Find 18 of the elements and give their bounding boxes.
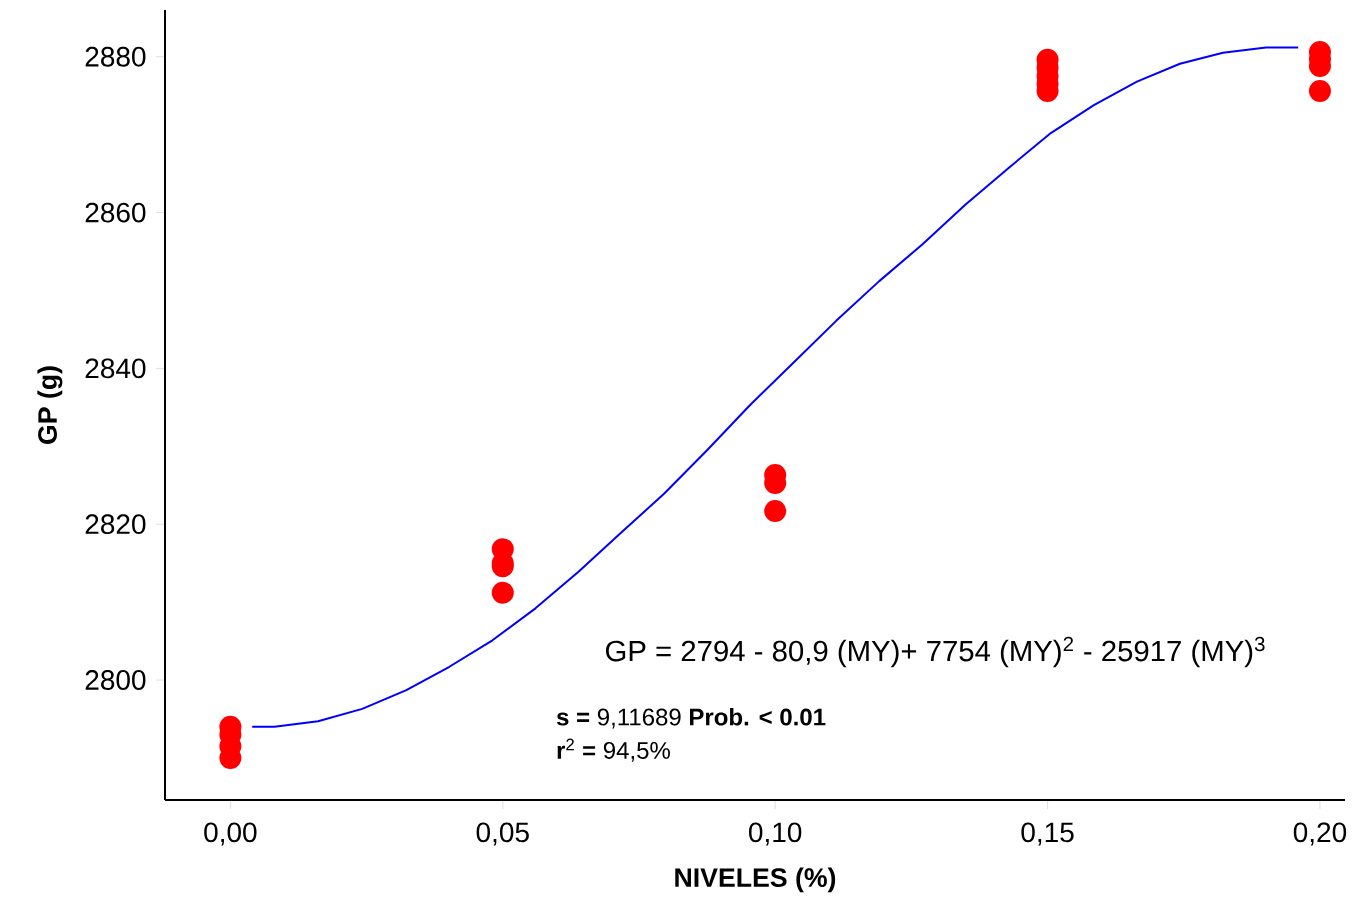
point xyxy=(764,499,787,522)
x-tick-label: 0,15 xyxy=(1021,822,1074,846)
x-tick-label: 0,20 xyxy=(1293,822,1347,846)
y-axis-title: GP (g) xyxy=(37,366,63,444)
point xyxy=(491,581,514,604)
x-tick-label: 0,10 xyxy=(749,822,802,846)
line-series xyxy=(251,46,1300,728)
y-tick-label: 2840 xyxy=(85,358,146,379)
y-tick-label: 2880 xyxy=(85,46,146,67)
x-tick-label: 0,05 xyxy=(476,822,529,846)
y-tick-label: 2820 xyxy=(85,514,146,535)
y-tick-label: 2800 xyxy=(85,670,146,690)
annotation: s = 9,11689 Prob. < 0.01 xyxy=(556,707,826,729)
annotation: r$^{2}$ = 94,5% xyxy=(557,738,670,762)
x-tick-label: 0,00 xyxy=(204,822,257,846)
annotation: GP = 2794 - 80,9 (MY)+ 7754 (MY)$^{2}$ - 25917 (MY)$^{3}$ xyxy=(606,636,1265,668)
y-tick-label: 2860 xyxy=(85,202,146,223)
x-axis-title: NIVELES (%) xyxy=(675,867,836,893)
